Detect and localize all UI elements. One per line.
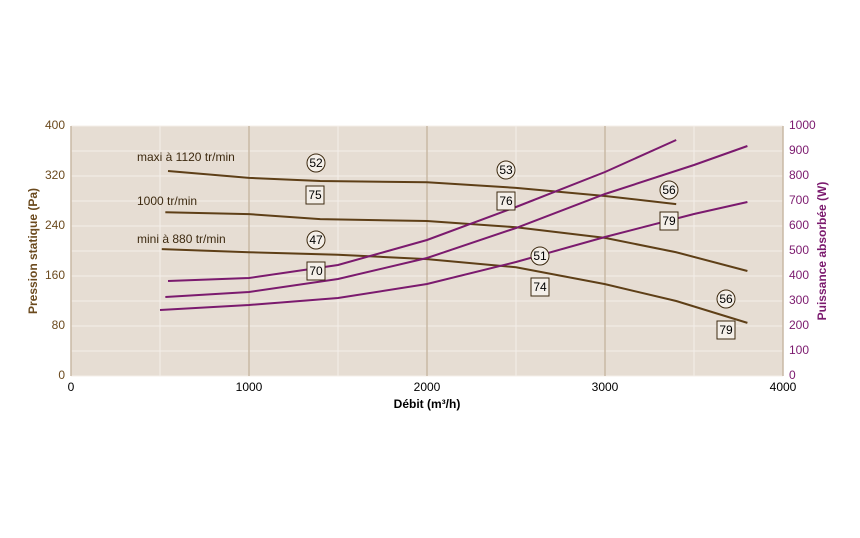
y2-tick-label: 800 xyxy=(789,168,809,182)
annotation-circle xyxy=(306,230,326,250)
annotation-text: 51 xyxy=(533,249,547,263)
annotation-box xyxy=(530,277,550,297)
series-label: mini à 880 tr/min xyxy=(137,232,226,246)
annotation-text: 74 xyxy=(533,280,547,294)
y2-tick-label: 300 xyxy=(789,293,809,307)
x-tick-label: 1000 xyxy=(236,380,263,394)
series-line xyxy=(161,248,748,324)
x-tick-label: 0 xyxy=(68,380,75,394)
annotation-text: 52 xyxy=(309,156,323,170)
annotation-circle xyxy=(530,246,550,266)
annotation-text: 76 xyxy=(499,194,513,208)
annotation-circle xyxy=(496,160,516,180)
x-tick-label: 2000 xyxy=(414,380,441,394)
y2-tick-label: 900 xyxy=(789,143,809,157)
y-tick-label: 320 xyxy=(45,168,65,182)
series-line xyxy=(167,139,677,282)
y-tick-label: 80 xyxy=(52,318,66,332)
annotation-circle xyxy=(716,289,736,309)
x-tick-label: 4000 xyxy=(770,380,797,394)
annotation-box xyxy=(659,211,679,231)
annotation-circle xyxy=(659,180,679,200)
y2-tick-label: 400 xyxy=(789,268,809,282)
annotation-text: 53 xyxy=(499,163,513,177)
annotation-text: 79 xyxy=(662,214,676,228)
annotation-box xyxy=(496,191,516,211)
x-axis-title: Débit (m³/h) xyxy=(394,397,461,411)
y2-tick-label: 100 xyxy=(789,343,809,357)
annotation-box xyxy=(305,185,325,205)
annotation-box xyxy=(306,261,326,281)
annotation-text: 75 xyxy=(308,188,322,202)
y-axis-title: Pression statique (Pa) xyxy=(26,188,40,314)
y2-tick-label: 0 xyxy=(789,368,796,382)
series-line xyxy=(159,201,748,311)
y-tick-label: 0 xyxy=(58,368,65,382)
y2-tick-label: 1000 xyxy=(789,118,816,132)
y2-tick-label: 700 xyxy=(789,193,809,207)
y2-tick-label: 600 xyxy=(789,218,809,232)
annotation-box xyxy=(716,320,736,340)
y-tick-label: 400 xyxy=(45,118,65,132)
y2-tick-label: 500 xyxy=(789,243,809,257)
series-line xyxy=(167,170,677,206)
annotation-text: 56 xyxy=(662,183,676,197)
series-line xyxy=(165,145,748,298)
series-label: maxi à 1120 tr/min xyxy=(137,150,235,164)
y2-axis-title: Puissance absorbée (W) xyxy=(815,182,829,321)
annotation-text: 56 xyxy=(719,292,733,306)
y-tick-label: 240 xyxy=(45,218,65,232)
annotation-text: 79 xyxy=(719,323,733,337)
annotation-text: 70 xyxy=(309,264,323,278)
series-label: 1000 tr/min xyxy=(137,194,197,208)
x-tick-label: 3000 xyxy=(592,380,619,394)
annotation-circle xyxy=(306,153,326,173)
y-tick-label: 160 xyxy=(45,268,65,282)
y2-tick-label: 200 xyxy=(789,318,809,332)
annotation-text: 47 xyxy=(309,233,323,247)
